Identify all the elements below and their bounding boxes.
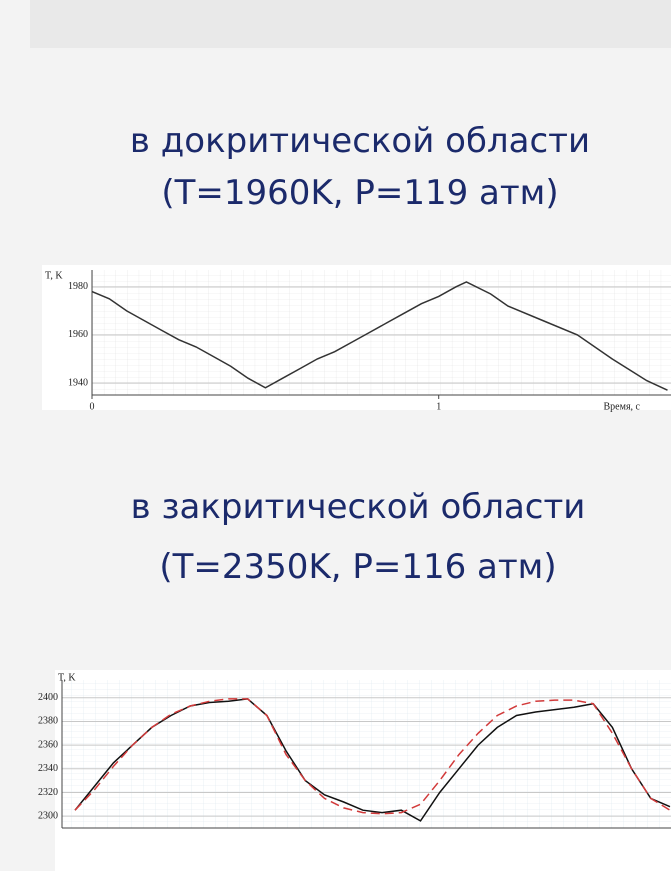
y-tick-label: 1980 [68, 281, 88, 292]
heading: (T=2350K, P=116 атм) [159, 547, 556, 587]
top-bar [30, 0, 671, 48]
data-line [91, 281, 668, 391]
x-axis-label: Время, с [604, 401, 641, 412]
minor-grid [62, 680, 671, 828]
y-tick-label: 2400 [38, 692, 58, 703]
y-tick-label: 2300 [38, 810, 58, 821]
y-tick-label: 2380 [38, 716, 58, 727]
heading: в докритической области [130, 121, 590, 161]
x-tick-label: 0 [90, 401, 95, 412]
data-line [74, 698, 671, 822]
y-tick-label: 1940 [68, 377, 88, 388]
x-tick-label: 1 [436, 401, 441, 412]
y-tick-label: 1960 [68, 329, 88, 340]
heading: в закритической области [131, 487, 586, 527]
y-axis-label: T, K [45, 270, 63, 281]
data-line [74, 698, 671, 815]
y-tick-label: 2320 [38, 787, 58, 798]
y-tick-label: 2340 [38, 763, 58, 774]
minor-grid [92, 270, 671, 395]
heading: (T=1960K, P=119 атм) [161, 173, 558, 213]
y-axis-label: T, K [58, 672, 76, 683]
y-tick-label: 2360 [38, 739, 58, 750]
